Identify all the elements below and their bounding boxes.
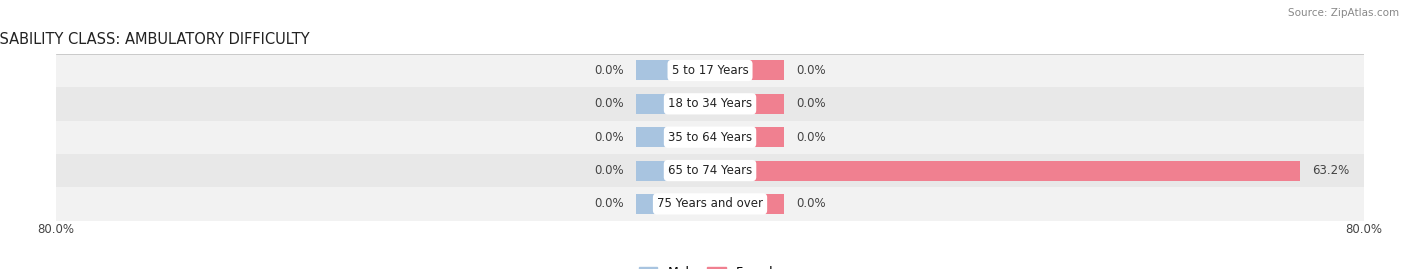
Text: 5 to 17 Years: 5 to 17 Years	[672, 64, 748, 77]
Text: 35 to 64 Years: 35 to 64 Years	[668, 131, 752, 144]
Bar	[710, 127, 783, 147]
Text: 0.0%: 0.0%	[595, 131, 624, 144]
Bar	[710, 61, 783, 80]
Bar	[56, 87, 1364, 121]
Text: 0.0%: 0.0%	[595, 64, 624, 77]
Bar	[637, 61, 710, 80]
Bar	[637, 127, 710, 147]
Text: 0.0%: 0.0%	[796, 197, 825, 210]
Bar	[710, 94, 783, 114]
Bar	[56, 121, 1364, 154]
Text: 0.0%: 0.0%	[595, 164, 624, 177]
Bar	[783, 161, 1301, 180]
Bar	[710, 161, 783, 180]
Text: 0.0%: 0.0%	[796, 131, 825, 144]
Text: 75 Years and over: 75 Years and over	[657, 197, 763, 210]
Text: 0.0%: 0.0%	[595, 97, 624, 110]
Bar	[637, 194, 710, 214]
Text: DISABILITY CLASS: AMBULATORY DIFFICULTY: DISABILITY CLASS: AMBULATORY DIFFICULTY	[0, 32, 309, 47]
Text: 63.2%: 63.2%	[1312, 164, 1350, 177]
Bar	[710, 194, 783, 214]
Bar	[56, 154, 1364, 187]
Legend: Male, Female: Male, Female	[634, 261, 786, 269]
Bar	[56, 187, 1364, 221]
Bar	[637, 94, 710, 114]
Text: Source: ZipAtlas.com: Source: ZipAtlas.com	[1288, 8, 1399, 18]
Text: 18 to 34 Years: 18 to 34 Years	[668, 97, 752, 110]
Text: 0.0%: 0.0%	[595, 197, 624, 210]
Text: 0.0%: 0.0%	[796, 64, 825, 77]
Bar	[56, 54, 1364, 87]
Text: 0.0%: 0.0%	[796, 97, 825, 110]
Text: 65 to 74 Years: 65 to 74 Years	[668, 164, 752, 177]
Bar	[637, 161, 710, 180]
